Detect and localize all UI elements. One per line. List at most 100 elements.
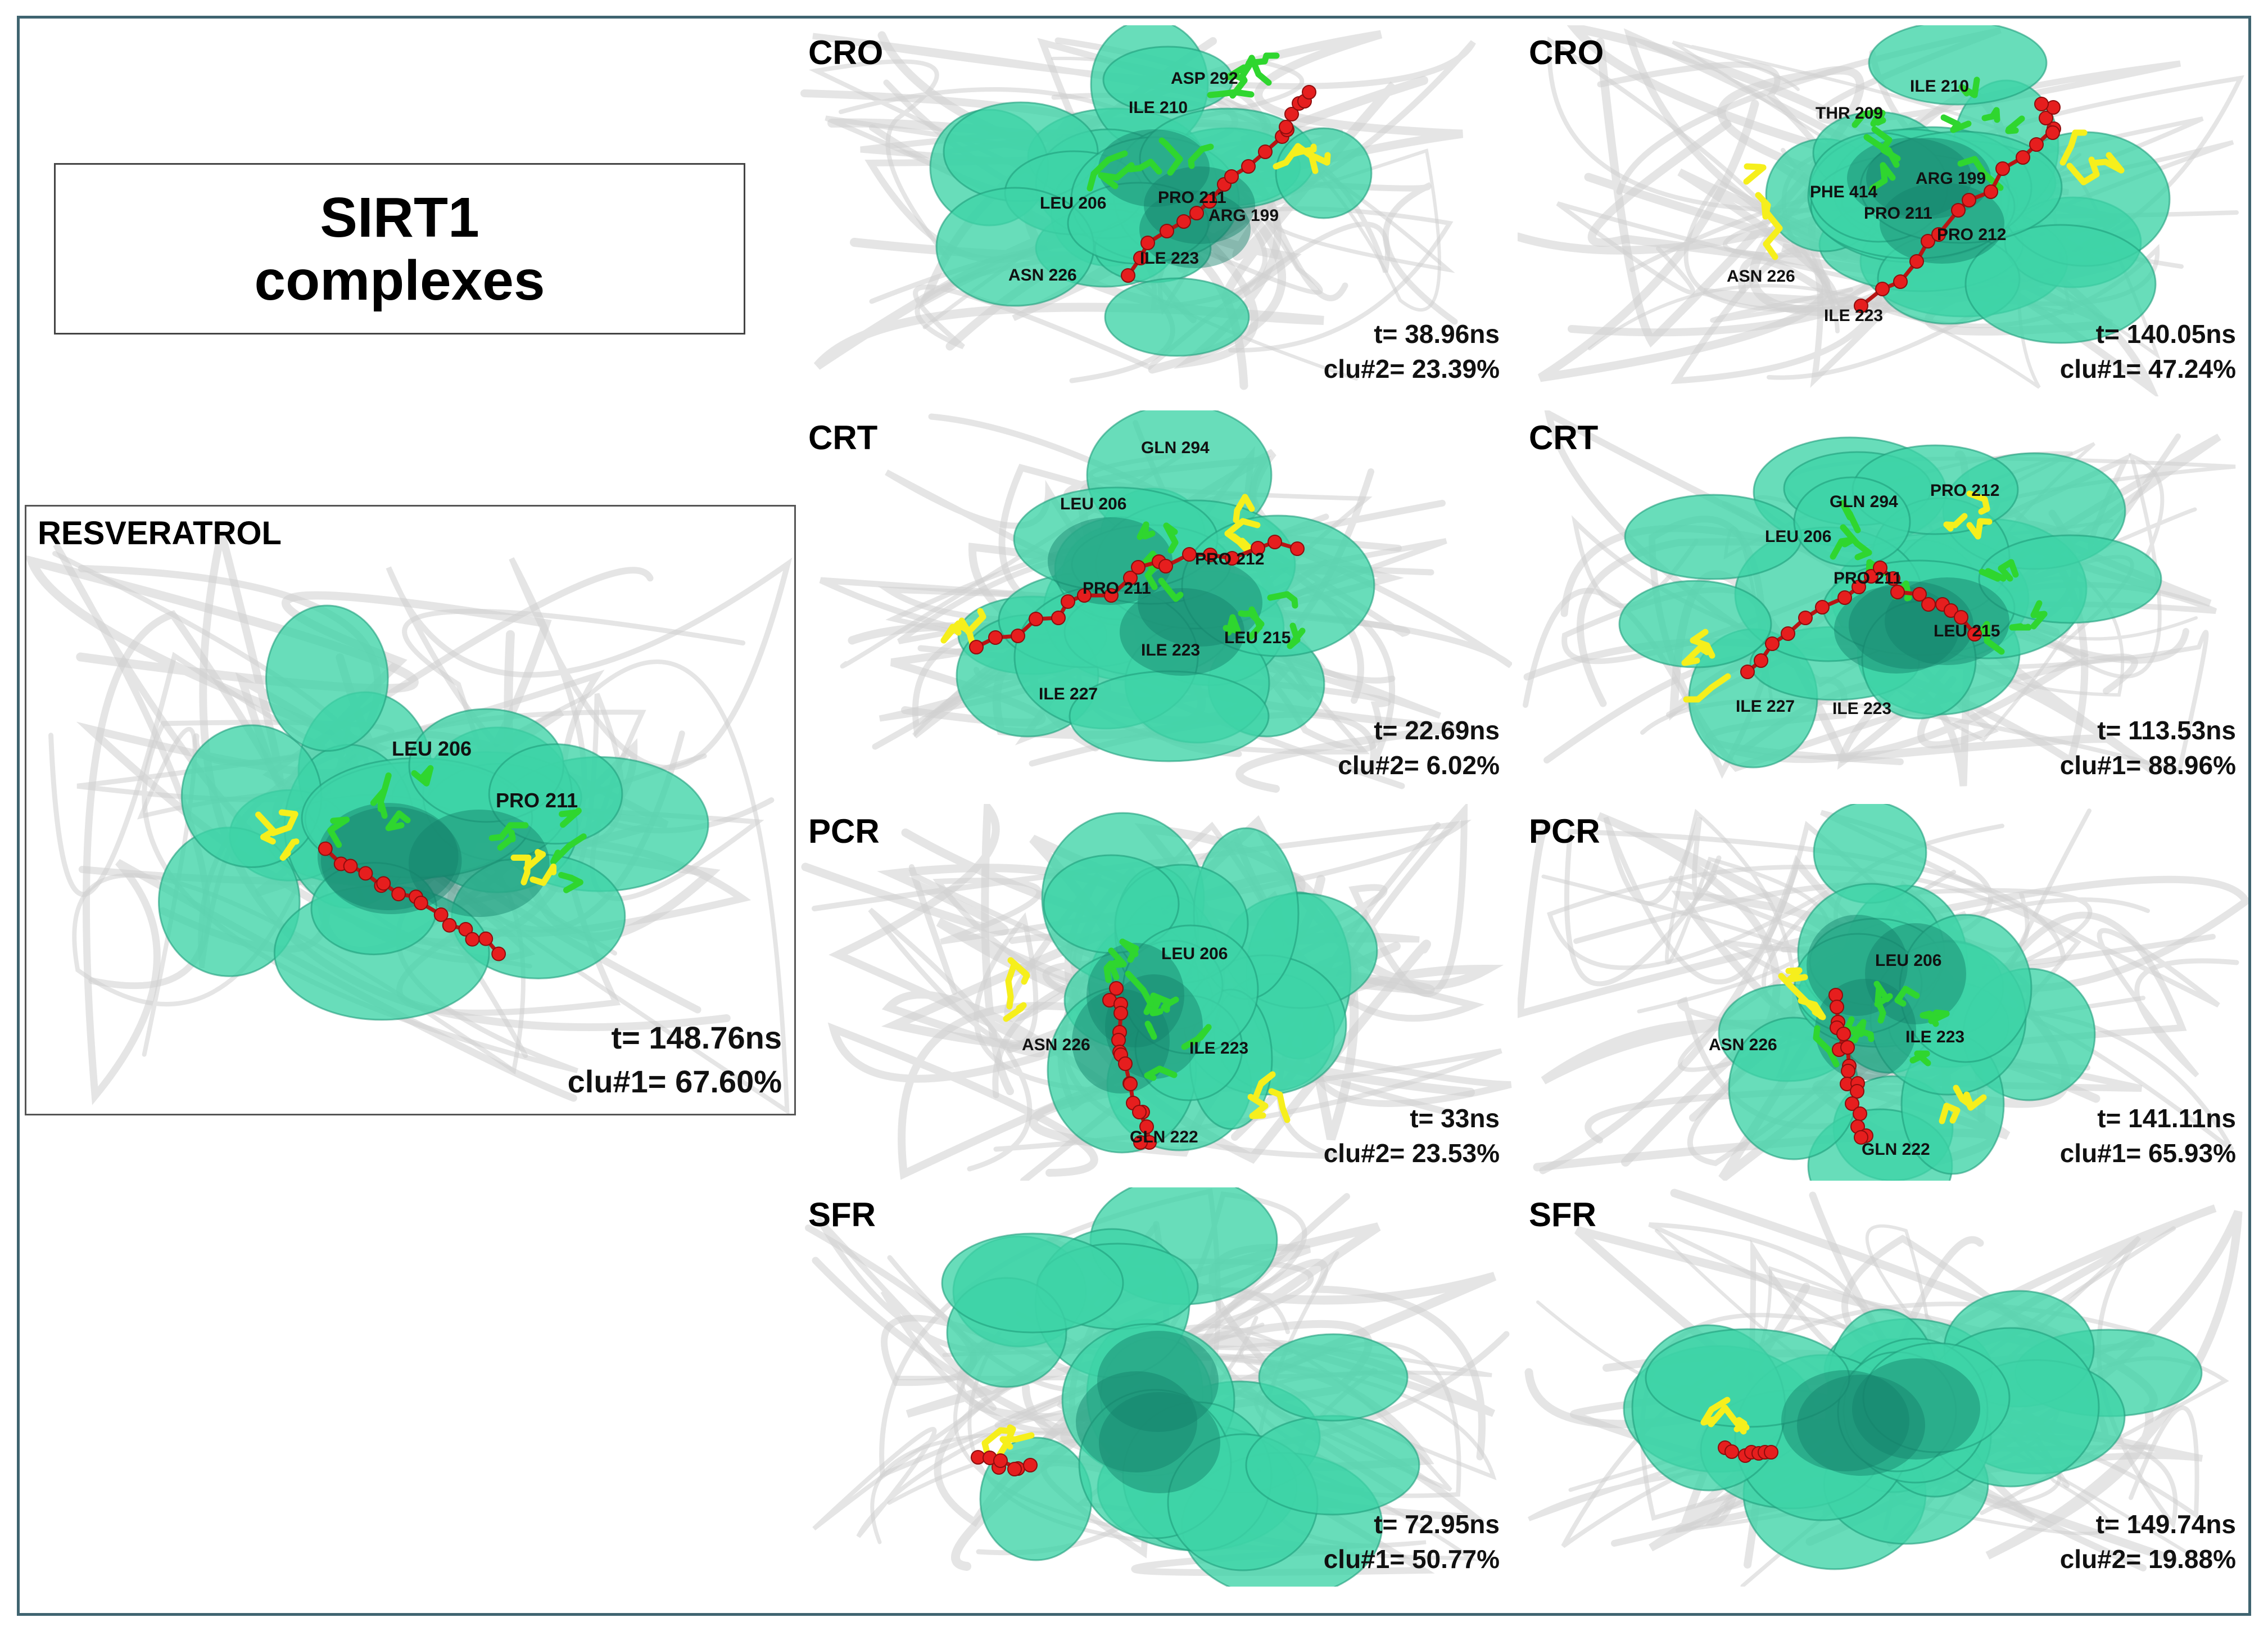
ligand-ball-and-stick	[318, 841, 506, 961]
residue-label: ILE 210	[1910, 77, 1970, 96]
residue-label: ARG 199	[1916, 169, 1986, 188]
residue-label: PRO 211	[496, 789, 578, 812]
panel-pcr-2: PCR LEU 206 ASN 226 ILE 223 GLN 222 t= 1…	[1518, 804, 2248, 1181]
binding-pocket-surface	[1618, 436, 2162, 769]
residue-label: LEU 206	[1875, 951, 1942, 970]
cofactor-sticks	[1681, 629, 1731, 703]
figure-frame	[17, 16, 2251, 1616]
panel-stats: t= 113.53ns clu#1= 88.96%	[2060, 713, 2236, 783]
residue-label: ASN 226	[1022, 1036, 1090, 1054]
panel-crt-1: CRT GLN 294 LEU 206 PRO 212 PRO 211 LEU …	[797, 410, 1512, 793]
residue-label: GLN 294	[1830, 493, 1898, 511]
panel-time: t= 38.96ns	[1374, 319, 1500, 349]
residue-label: LEU 206	[1765, 527, 1832, 546]
panel-stats: t= 22.69ns clu#2= 6.02%	[1338, 713, 1500, 783]
panel-cluster: clu#1= 50.77%	[1323, 1544, 1500, 1574]
residue-label: ILE 227	[1039, 685, 1098, 703]
panel-cluster: clu#1= 65.93%	[2059, 1138, 2236, 1168]
structure-image	[1523, 410, 2236, 787]
residue-label: PHE 414	[1810, 183, 1878, 201]
title-line-1: SIRT1	[320, 186, 479, 249]
residue-sticks	[1223, 591, 1306, 649]
panel-stats: t= 38.96ns clu#2= 23.39%	[1324, 317, 1500, 386]
residue-label: ILE 223	[1824, 306, 1884, 325]
residue-sticks	[1979, 559, 2048, 655]
panel-label: PCR	[1529, 812, 1600, 850]
residue-label: PRO 211	[1864, 204, 1932, 223]
binding-pocket-surface	[929, 25, 1373, 357]
panel-stats: t= 149.74ns clu#2= 19.88%	[2060, 1507, 2236, 1576]
residue-label: ILE 223	[1832, 699, 1892, 718]
title-line-2: complexes	[254, 249, 545, 312]
panel-stats: t= 141.11ns clu#1= 65.93%	[2060, 1101, 2236, 1171]
ligand-ball-and-stick	[1102, 981, 1157, 1150]
panel-time: t= 72.95ns	[1374, 1510, 1500, 1539]
structure-image	[1518, 804, 2248, 1181]
residue-sticks	[1125, 970, 1212, 1081]
structure-image	[800, 25, 1476, 390]
ligand-ball-and-stick	[1718, 1440, 1778, 1463]
panel-crt-2: CRT PRO 212 GLN 294 LEU 206 PRO 211 LEU …	[1518, 410, 2248, 793]
residue-label: ASN 226	[1008, 266, 1077, 284]
structure-image	[1518, 25, 2244, 396]
cofactor-sticks	[1778, 967, 1826, 1020]
panel-time: t= 113.53ns	[2097, 716, 2236, 745]
figure-title-box: SIRT1 complexes	[54, 163, 745, 335]
panel-cluster: clu#1= 88.96%	[2059, 751, 2236, 780]
cofactor-sticks	[2059, 129, 2125, 186]
residue-sticks	[1087, 137, 1214, 192]
panel-label: CRT	[808, 419, 878, 457]
panel-time: t= 22.69ns	[1374, 716, 1500, 745]
residue-sticks	[1207, 52, 1280, 99]
panel-stats: t= 72.95ns clu#1= 50.77%	[1324, 1507, 1500, 1576]
residue-label: GLN 222	[1130, 1128, 1198, 1146]
residue-label: PRO 211	[1834, 569, 1902, 588]
ligand-ball-and-stick	[1740, 569, 1878, 679]
residue-label: ILE 223	[1140, 249, 1199, 268]
binding-pocket-surface	[1041, 812, 1378, 1154]
residue-label: LEU 215	[1224, 629, 1291, 647]
residue-sticks	[1103, 938, 1179, 1013]
cofactor-sticks	[510, 849, 557, 886]
residue-label: ILE 223	[1141, 641, 1201, 659]
residue-label: PRO 212	[1930, 481, 2000, 500]
panel-cluster: clu#2= 19.88%	[2059, 1544, 2236, 1574]
residue-label: ASN 226	[1709, 1036, 1777, 1054]
residue-label: LEU 215	[1934, 622, 2000, 640]
residue-label: PRO 212	[1937, 225, 2007, 244]
residue-sticks	[1851, 109, 1901, 192]
ligand-ball-and-stick	[1873, 561, 1982, 641]
residue-label: ASN 226	[1727, 267, 1795, 286]
panel-cluster: clu#1= 67.60%	[567, 1064, 782, 1099]
residue-label: GLN 294	[1141, 439, 1210, 457]
structure-image	[819, 410, 1512, 793]
panel-cluster: clu#1= 47.24%	[2059, 354, 2236, 383]
cofactor-sticks	[1943, 490, 1993, 540]
panel-label: PCR	[808, 812, 880, 850]
ligand-ball-and-stick	[1158, 535, 1305, 573]
ligand-ball-and-stick	[1279, 85, 1316, 134]
residue-label: PRO 212	[1195, 550, 1265, 568]
binding-pocket-surface	[941, 1187, 1420, 1587]
panel-time: t= 141.11ns	[2097, 1104, 2236, 1133]
panel-sfr-1: SFR t= 72.95ns clu#1= 50.77%	[797, 1187, 1512, 1587]
panel-cluster: clu#2= 23.53%	[1323, 1138, 1500, 1168]
panel-pcr-1: PCR LEU 206 ASN 226 ILE 223 GLN 222 t= 3…	[797, 804, 1512, 1181]
residue-label: ILE 223	[1189, 1039, 1249, 1058]
residue-sticks	[488, 807, 587, 893]
panel-label: SFR	[1529, 1196, 1596, 1234]
residue-sticks	[1851, 986, 1950, 1067]
residue-label: LEU 206	[1161, 945, 1228, 963]
structure-image	[801, 804, 1512, 1181]
panel-time: t= 148.76ns	[611, 1020, 782, 1055]
ligand-ball-and-stick	[2034, 97, 2061, 140]
resveratrol-structure-image	[26, 531, 793, 1114]
residue-label: ARG 199	[1208, 206, 1279, 225]
residue-label: LEU 206	[392, 737, 472, 760]
panel-label: SFR	[808, 1196, 876, 1234]
panel-cluster: clu#2= 6.02%	[1338, 751, 1500, 780]
ligand-ball-and-stick	[971, 1450, 1038, 1476]
panel-stats: t= 148.76ns clu#1= 67.60%	[568, 1016, 782, 1104]
panel-cro-1: CRO ASP 292 ILE 210 LEU 206 PRO 211 ARG …	[797, 25, 1512, 396]
panel-label: CRO	[808, 34, 884, 71]
